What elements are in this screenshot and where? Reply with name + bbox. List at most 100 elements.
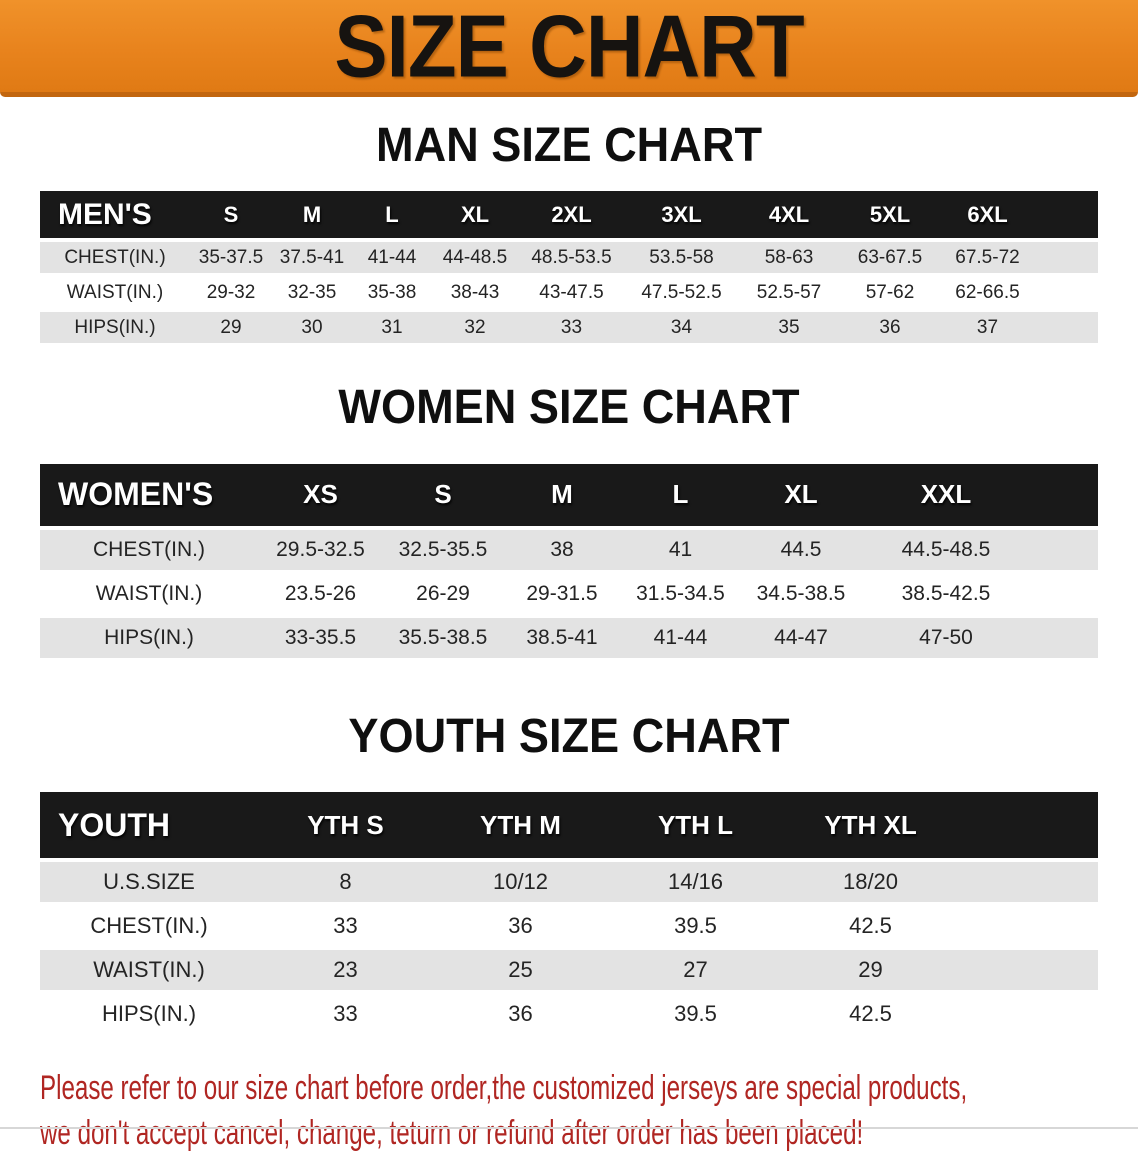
column-header: 2XL xyxy=(518,191,625,239)
men-size-table: MEN'S S M L XL 2XL 3XL 4XL 5XL 6XL CHEST(IN.) 35-37… xyxy=(40,187,1098,347)
size-value-cell: 31 xyxy=(352,312,432,344)
table-title: MEN'S xyxy=(40,191,190,239)
size-value-cell: 41 xyxy=(621,529,740,570)
size-value-cell: 44.5 xyxy=(740,529,862,570)
table-title: WOMEN'S xyxy=(40,463,258,526)
size-value-cell: 39.5 xyxy=(608,906,783,947)
row-label: CHEST(IN.) xyxy=(40,242,190,274)
size-value-cell: 47-50 xyxy=(862,617,1030,658)
disclaimer-line-1: Please refer to our size chart before or… xyxy=(40,1069,968,1108)
row-filler xyxy=(958,950,1098,991)
size-value-cell: 32.5-35.5 xyxy=(383,529,503,570)
size-value-cell: 67.5-72 xyxy=(940,242,1035,274)
size-value-cell: 18/20 xyxy=(783,862,958,903)
size-value-cell: 41-44 xyxy=(621,617,740,658)
size-value-cell: 27 xyxy=(608,950,783,991)
column-header: 6XL xyxy=(940,191,1035,239)
size-value-cell: 41-44 xyxy=(352,242,432,274)
size-value-cell: 34.5-38.5 xyxy=(740,573,862,614)
size-value-cell: 39.5 xyxy=(608,994,783,1035)
size-value-cell: 29 xyxy=(190,312,272,344)
row-filler xyxy=(1030,617,1098,658)
size-value-cell: 44.5-48.5 xyxy=(862,529,1030,570)
size-value-cell: 44-48.5 xyxy=(432,242,518,274)
table-row: CHEST(IN.) 29.5-32.5 32.5-35.5 38 41 44.5 44.5… xyxy=(40,529,1098,570)
row-label: HIPS(IN.) xyxy=(40,617,258,658)
women-size-table: WOMEN'S XS S M L XL XXL CHEST(IN.) 29.5-32.5 32.5… xyxy=(40,460,1098,662)
size-value-cell: 37 xyxy=(940,312,1035,344)
row-filler xyxy=(1030,573,1098,614)
size-value-cell: 36 xyxy=(433,994,608,1035)
row-filler xyxy=(958,906,1098,947)
table-row: CHEST(IN.) 33 36 39.5 42.5 xyxy=(40,906,1098,947)
women-section-heading: WOMEN SIZE CHART xyxy=(338,381,800,435)
size-value-cell: 36 xyxy=(433,906,608,947)
size-value-cell: 32 xyxy=(432,312,518,344)
size-value-cell: 25 xyxy=(433,950,608,991)
table-row: U.S.SIZE 8 10/12 14/16 18/20 xyxy=(40,862,1098,903)
size-value-cell: 29-31.5 xyxy=(503,573,621,614)
header-filler xyxy=(958,792,1098,859)
column-header: 5XL xyxy=(840,191,940,239)
row-label: CHEST(IN.) xyxy=(40,529,258,570)
header-filler xyxy=(1035,191,1098,239)
column-header: S xyxy=(190,191,272,239)
row-filler xyxy=(1035,312,1098,344)
size-value-cell: 52.5-57 xyxy=(738,277,840,309)
table-title: YOUTH xyxy=(40,792,258,859)
column-header: XL xyxy=(432,191,518,239)
size-value-cell: 38-43 xyxy=(432,277,518,309)
banner: SIZE CHART xyxy=(0,0,1138,97)
column-header: 4XL xyxy=(738,191,840,239)
size-value-cell: 23.5-26 xyxy=(258,573,383,614)
column-header: XS xyxy=(258,463,383,526)
row-label: HIPS(IN.) xyxy=(40,994,258,1035)
size-value-cell: 35.5-38.5 xyxy=(383,617,503,658)
column-header: YTH S xyxy=(258,792,433,859)
row-label: WAIST(IN.) xyxy=(40,277,190,309)
row-filler xyxy=(1035,277,1098,309)
section-youth: YOUTH SIZE CHART YOUTH YTH S YTH M YTH L YTH… xyxy=(0,711,1138,1038)
youth-size-table: YOUTH YTH S YTH M YTH L YTH XL U.S.SIZE 8 10/12… xyxy=(40,788,1098,1038)
disclaimer-line-2: we don't accept cancel, change, teturn o… xyxy=(40,1114,864,1153)
row-filler xyxy=(958,994,1098,1035)
row-label: CHEST(IN.) xyxy=(40,906,258,947)
size-value-cell: 48.5-53.5 xyxy=(518,242,625,274)
column-header: L xyxy=(621,463,740,526)
table-row: WAIST(IN.) 23 25 27 29 xyxy=(40,950,1098,991)
size-value-cell: 36 xyxy=(840,312,940,344)
size-value-cell: 33 xyxy=(258,906,433,947)
column-header: 3XL xyxy=(625,191,738,239)
table-row: HIPS(IN.) 29 30 31 32 33 34 35 36 37 xyxy=(40,312,1098,344)
size-value-cell: 29-32 xyxy=(190,277,272,309)
header-row: MEN'S S M L XL 2XL 3XL 4XL 5XL 6XL xyxy=(40,191,1098,239)
size-value-cell: 38.5-41 xyxy=(503,617,621,658)
size-value-cell: 33 xyxy=(518,312,625,344)
disclaimer: Please refer to our size chart before or… xyxy=(40,1066,1138,1156)
column-header: YTH XL xyxy=(783,792,958,859)
size-value-cell: 42.5 xyxy=(783,994,958,1035)
size-value-cell: 33-35.5 xyxy=(258,617,383,658)
row-label: HIPS(IN.) xyxy=(40,312,190,344)
size-value-cell: 63-67.5 xyxy=(840,242,940,274)
size-value-cell: 29 xyxy=(783,950,958,991)
table-row: CHEST(IN.) 35-37.5 37.5-41 41-44 44-48.5 48.5… xyxy=(40,242,1098,274)
column-header: M xyxy=(503,463,621,526)
size-value-cell: 58-63 xyxy=(738,242,840,274)
row-label: U.S.SIZE xyxy=(40,862,258,903)
header-row: WOMEN'S XS S M L XL XXL xyxy=(40,463,1098,526)
header-filler xyxy=(1030,463,1098,526)
header-row: YOUTH YTH S YTH M YTH L YTH XL xyxy=(40,792,1098,859)
size-value-cell: 38 xyxy=(503,529,621,570)
size-value-cell: 47.5-52.5 xyxy=(625,277,738,309)
table-row: WAIST(IN.) 29-32 32-35 35-38 38-43 43-47.5 47.… xyxy=(40,277,1098,309)
size-value-cell: 8 xyxy=(258,862,433,903)
size-value-cell: 44-47 xyxy=(740,617,862,658)
size-value-cell: 57-62 xyxy=(840,277,940,309)
page-title: SIZE CHART xyxy=(334,0,804,96)
column-header: YTH M xyxy=(433,792,608,859)
row-label: WAIST(IN.) xyxy=(40,950,258,991)
size-value-cell: 37.5-41 xyxy=(272,242,352,274)
row-label: WAIST(IN.) xyxy=(40,573,258,614)
